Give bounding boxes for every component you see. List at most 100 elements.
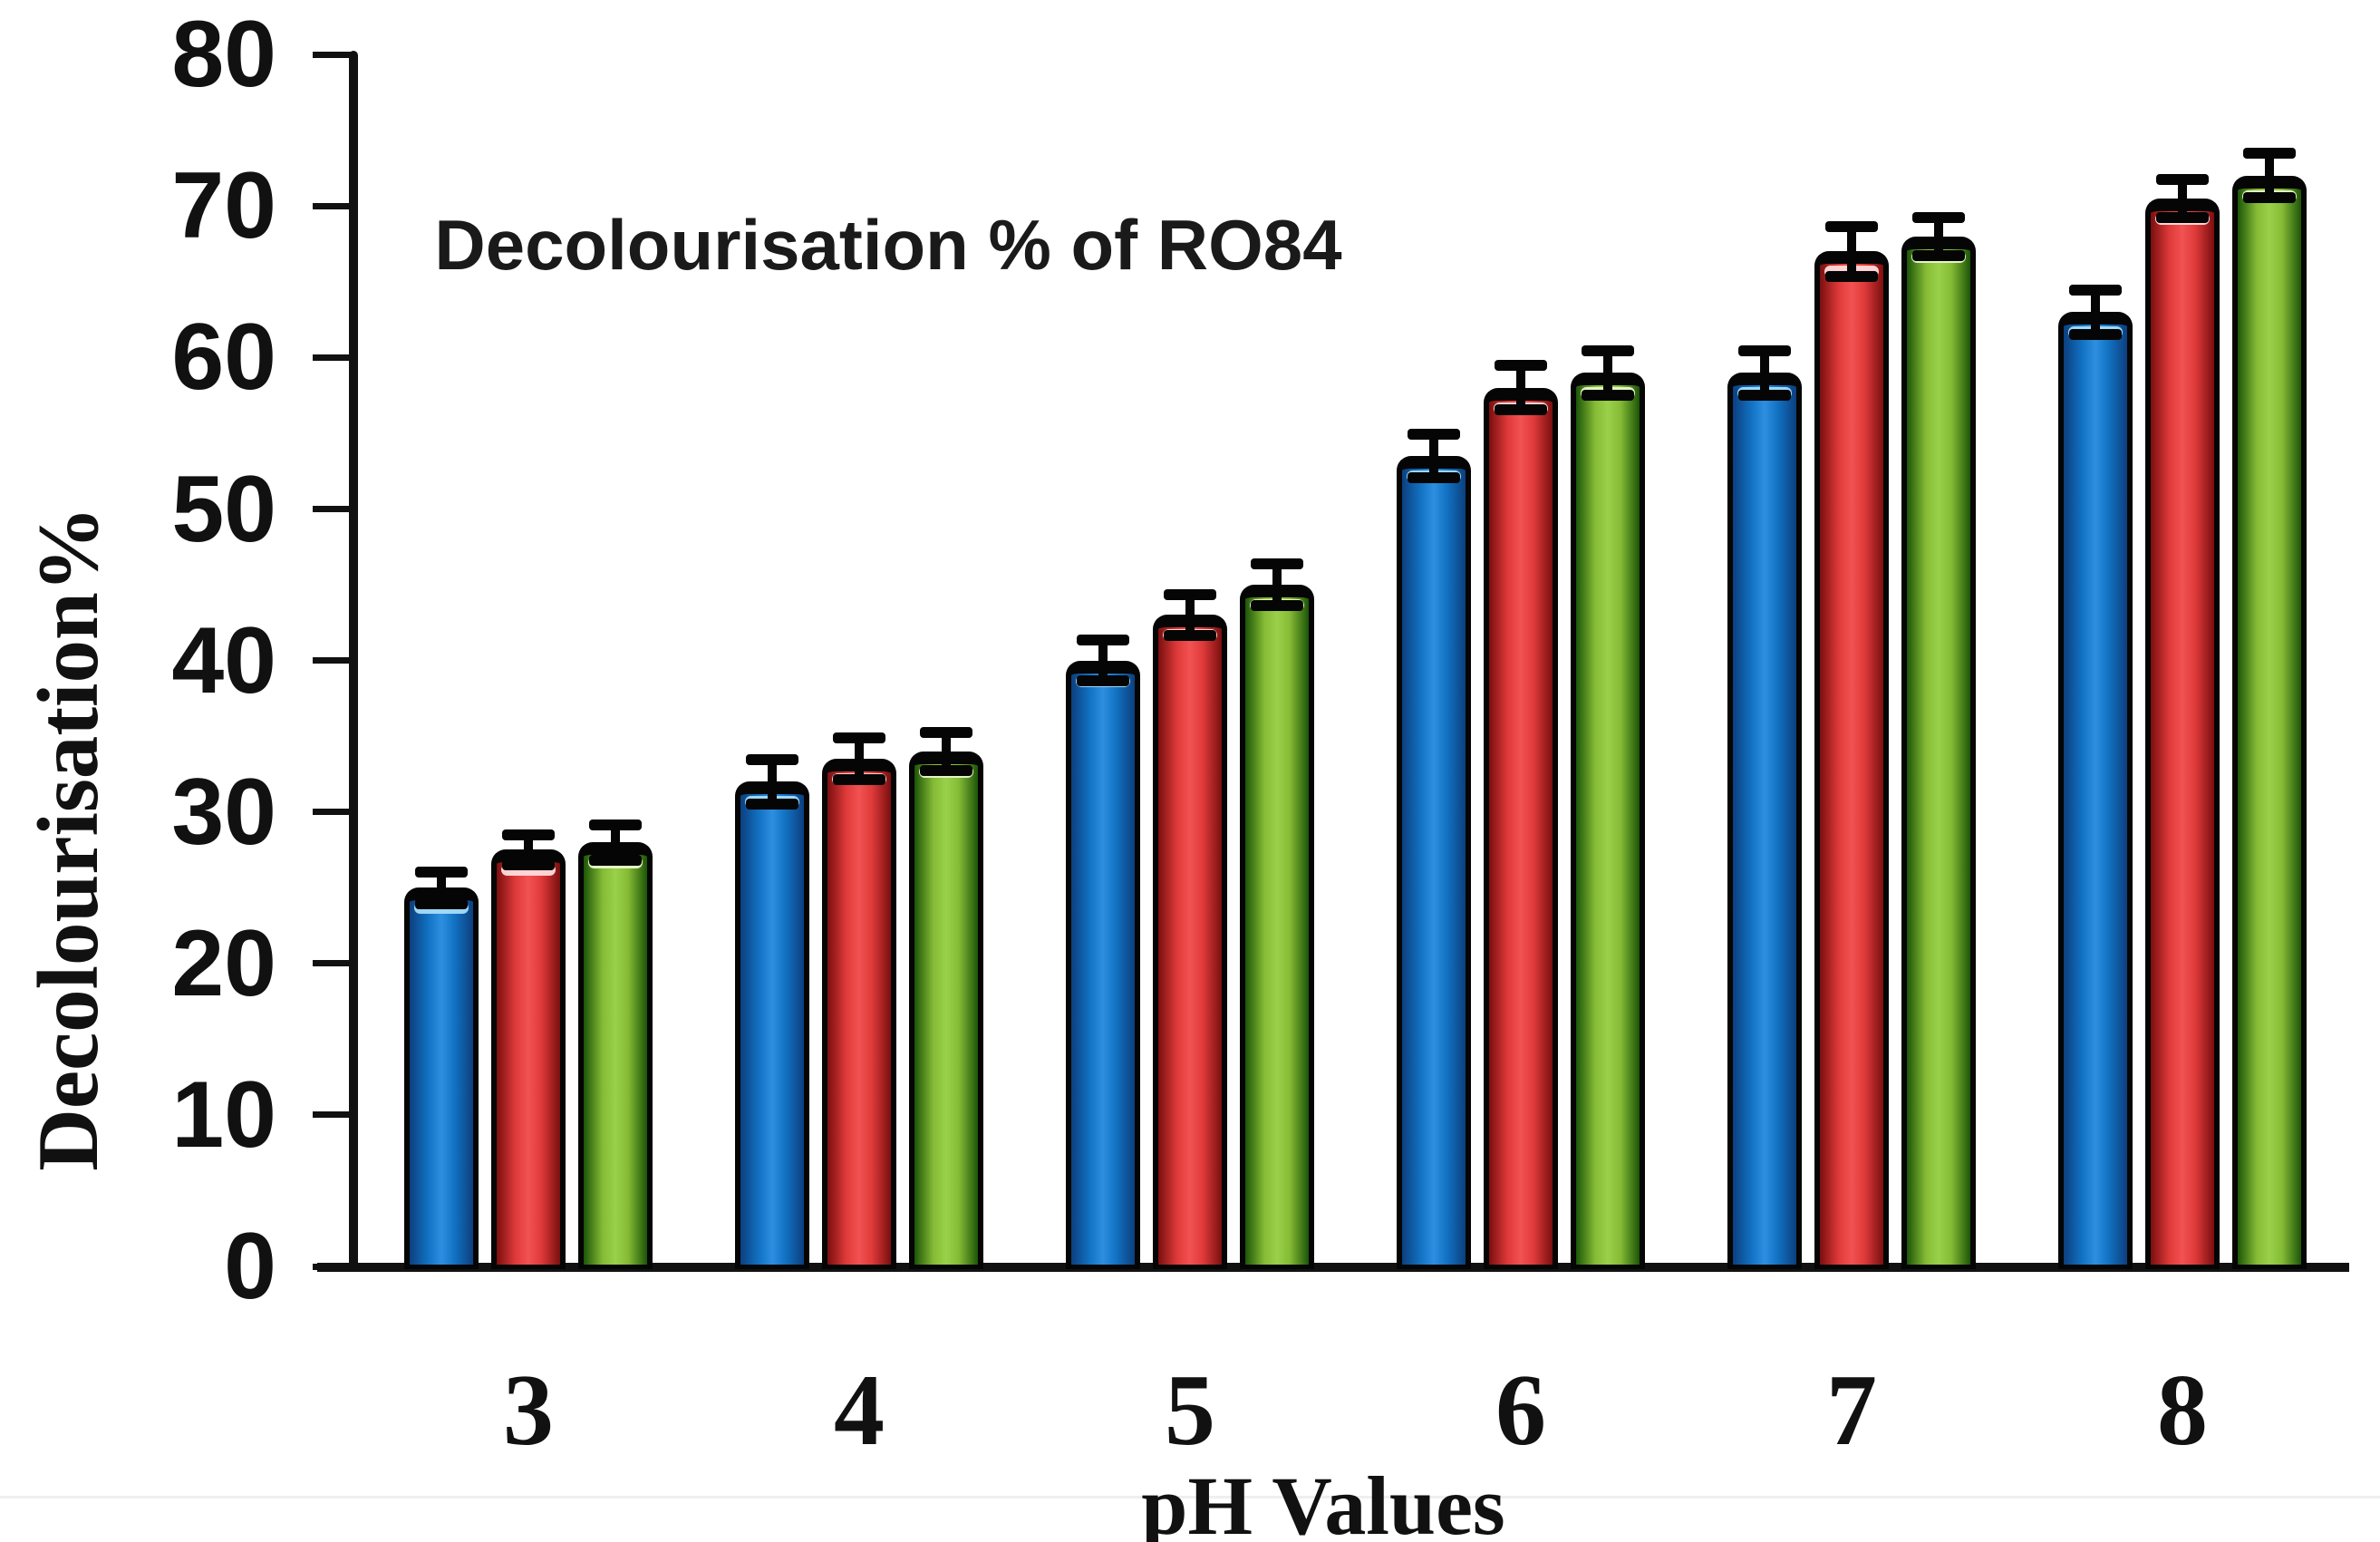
x-tick-label-6: 6 xyxy=(1495,1354,1546,1467)
error-bar-cap-bottom-series-green-ph3 xyxy=(589,854,642,866)
x-axis-line xyxy=(317,1263,2349,1272)
bar-series-green-ph8 xyxy=(2232,175,2307,1269)
y-tick-label-30: 30 xyxy=(171,759,276,865)
y-tick-mark-40 xyxy=(313,657,353,664)
y-tick-label-80: 80 xyxy=(171,2,276,108)
error-bar-stem-series-blue-ph8 xyxy=(2091,286,2100,338)
error-bar-cap-top-series-green-ph8 xyxy=(2243,148,2296,160)
error-bar-stem-series-blue-ph4 xyxy=(768,755,777,808)
x-axis-title: pH Values xyxy=(1141,1460,1505,1542)
error-bar-cap-bottom-series-green-ph4 xyxy=(920,764,972,776)
error-bar-stem-series-blue-ph6 xyxy=(1429,430,1438,482)
error-bar-cap-top-series-blue-ph4 xyxy=(746,753,798,765)
error-bar-stem-series-red-ph6 xyxy=(1516,362,1525,414)
error-bar-stem-series-red-ph8 xyxy=(2178,175,2187,221)
error-bar-stem-series-green-ph7 xyxy=(1934,213,1943,259)
error-bar-cap-top-series-red-ph3 xyxy=(502,829,555,841)
error-bar-cap-bottom-series-red-ph8 xyxy=(2156,212,2209,223)
error-bar-cap-bottom-series-red-ph7 xyxy=(1825,271,1878,283)
error-bar-cap-top-series-blue-ph3 xyxy=(415,866,468,878)
error-bar-cap-bottom-series-red-ph4 xyxy=(833,773,885,785)
y-tick-mark-80 xyxy=(313,51,353,58)
y-tick-mark-30 xyxy=(313,809,353,816)
y-tick-mark-20 xyxy=(313,960,353,967)
error-bar-stem-series-green-ph4 xyxy=(942,728,951,774)
y-tick-label-10: 10 xyxy=(171,1062,276,1168)
faint-divider-line xyxy=(0,1496,2380,1498)
chart-title: Decolourisation % of RO84 xyxy=(434,205,1342,285)
bar-series-blue-ph3 xyxy=(404,887,479,1269)
error-bar-cap-bottom-series-green-ph5 xyxy=(1251,599,1303,611)
bar-series-red-ph8 xyxy=(2145,198,2220,1269)
bar-series-red-ph7 xyxy=(1814,251,1889,1269)
error-bar-cap-bottom-series-blue-ph3 xyxy=(415,897,468,909)
y-tick-mark-50 xyxy=(313,506,353,512)
error-bar-cap-bottom-series-blue-ph5 xyxy=(1077,675,1129,687)
error-bar-stem-series-blue-ph5 xyxy=(1098,635,1108,685)
y-tick-mark-60 xyxy=(313,354,353,361)
error-bar-stem-series-green-ph3 xyxy=(611,820,620,864)
bar-series-blue-ph4 xyxy=(735,781,809,1269)
error-bar-cap-top-series-green-ph4 xyxy=(920,726,972,738)
error-bar-cap-top-series-red-ph7 xyxy=(1825,220,1878,232)
bar-series-green-ph5 xyxy=(1240,585,1314,1269)
x-tick-label-7: 7 xyxy=(1826,1354,1877,1467)
error-bar-cap-top-series-blue-ph6 xyxy=(1408,428,1460,440)
bar-series-green-ph7 xyxy=(1901,236,1976,1269)
x-tick-label-8: 8 xyxy=(2157,1354,2208,1467)
error-bar-cap-top-series-red-ph6 xyxy=(1495,360,1547,372)
error-bar-cap-bottom-series-blue-ph7 xyxy=(1738,389,1791,401)
error-bar-cap-bottom-series-green-ph8 xyxy=(2243,192,2296,204)
bar-series-red-ph4 xyxy=(822,759,896,1269)
error-bar-stem-series-red-ph5 xyxy=(1185,590,1195,640)
error-bar-cap-top-series-red-ph4 xyxy=(833,732,885,744)
error-bar-stem-series-green-ph5 xyxy=(1272,560,1282,609)
y-axis-line xyxy=(349,51,358,1272)
y-tick-mark-0 xyxy=(313,1263,353,1270)
y-tick-label-0: 0 xyxy=(224,1214,276,1319)
error-bar-cap-bottom-series-blue-ph4 xyxy=(746,798,798,810)
error-bar-stem-series-red-ph3 xyxy=(524,831,533,868)
error-bar-cap-bottom-series-green-ph6 xyxy=(1582,389,1634,401)
x-tick-label-5: 5 xyxy=(1165,1354,1215,1467)
error-bar-cap-top-series-green-ph3 xyxy=(589,819,642,830)
y-tick-label-40: 40 xyxy=(171,607,276,713)
y-tick-label-20: 20 xyxy=(171,910,276,1016)
bar-series-green-ph4 xyxy=(909,751,983,1269)
bar-series-red-ph6 xyxy=(1484,387,1558,1269)
bar-series-blue-ph7 xyxy=(1727,373,1802,1269)
error-bar-cap-top-series-blue-ph7 xyxy=(1738,344,1791,356)
bar-series-red-ph3 xyxy=(491,849,566,1269)
error-bar-cap-top-series-red-ph8 xyxy=(2156,173,2209,185)
error-bar-cap-top-series-green-ph7 xyxy=(1912,211,1965,223)
bar-series-red-ph5 xyxy=(1153,615,1227,1269)
error-bar-cap-top-series-blue-ph8 xyxy=(2069,284,2122,296)
error-bar-cap-bottom-series-blue-ph6 xyxy=(1408,472,1460,484)
bar-series-blue-ph5 xyxy=(1066,660,1140,1269)
y-tick-label-60: 60 xyxy=(171,305,276,411)
error-bar-cap-bottom-series-green-ph7 xyxy=(1912,249,1965,261)
error-bar-stem-series-red-ph7 xyxy=(1847,222,1856,281)
error-bar-cap-bottom-series-red-ph5 xyxy=(1164,630,1216,642)
bar-series-blue-ph8 xyxy=(2058,312,2133,1269)
error-bar-stem-series-green-ph6 xyxy=(1603,346,1612,399)
error-bar-stem-series-green-ph8 xyxy=(2265,150,2274,202)
error-bar-cap-bottom-series-red-ph6 xyxy=(1495,404,1547,416)
error-bar-cap-top-series-green-ph6 xyxy=(1582,344,1634,356)
error-bar-stem-series-blue-ph3 xyxy=(437,868,446,907)
error-bar-cap-bottom-series-red-ph3 xyxy=(502,858,555,870)
error-bar-cap-top-series-green-ph5 xyxy=(1251,558,1303,570)
x-tick-label-3: 3 xyxy=(503,1354,554,1467)
x-tick-label-4: 4 xyxy=(834,1354,885,1467)
bar-series-green-ph6 xyxy=(1571,373,1645,1269)
bar-series-blue-ph6 xyxy=(1397,456,1471,1269)
y-tick-mark-70 xyxy=(313,202,353,209)
y-tick-mark-10 xyxy=(313,1111,353,1119)
y-tick-label-70: 70 xyxy=(171,153,276,259)
error-bar-cap-top-series-blue-ph5 xyxy=(1077,634,1129,645)
error-bar-stem-series-red-ph4 xyxy=(855,734,864,783)
bar-series-green-ph3 xyxy=(578,842,653,1269)
error-bar-stem-series-blue-ph7 xyxy=(1760,346,1769,399)
